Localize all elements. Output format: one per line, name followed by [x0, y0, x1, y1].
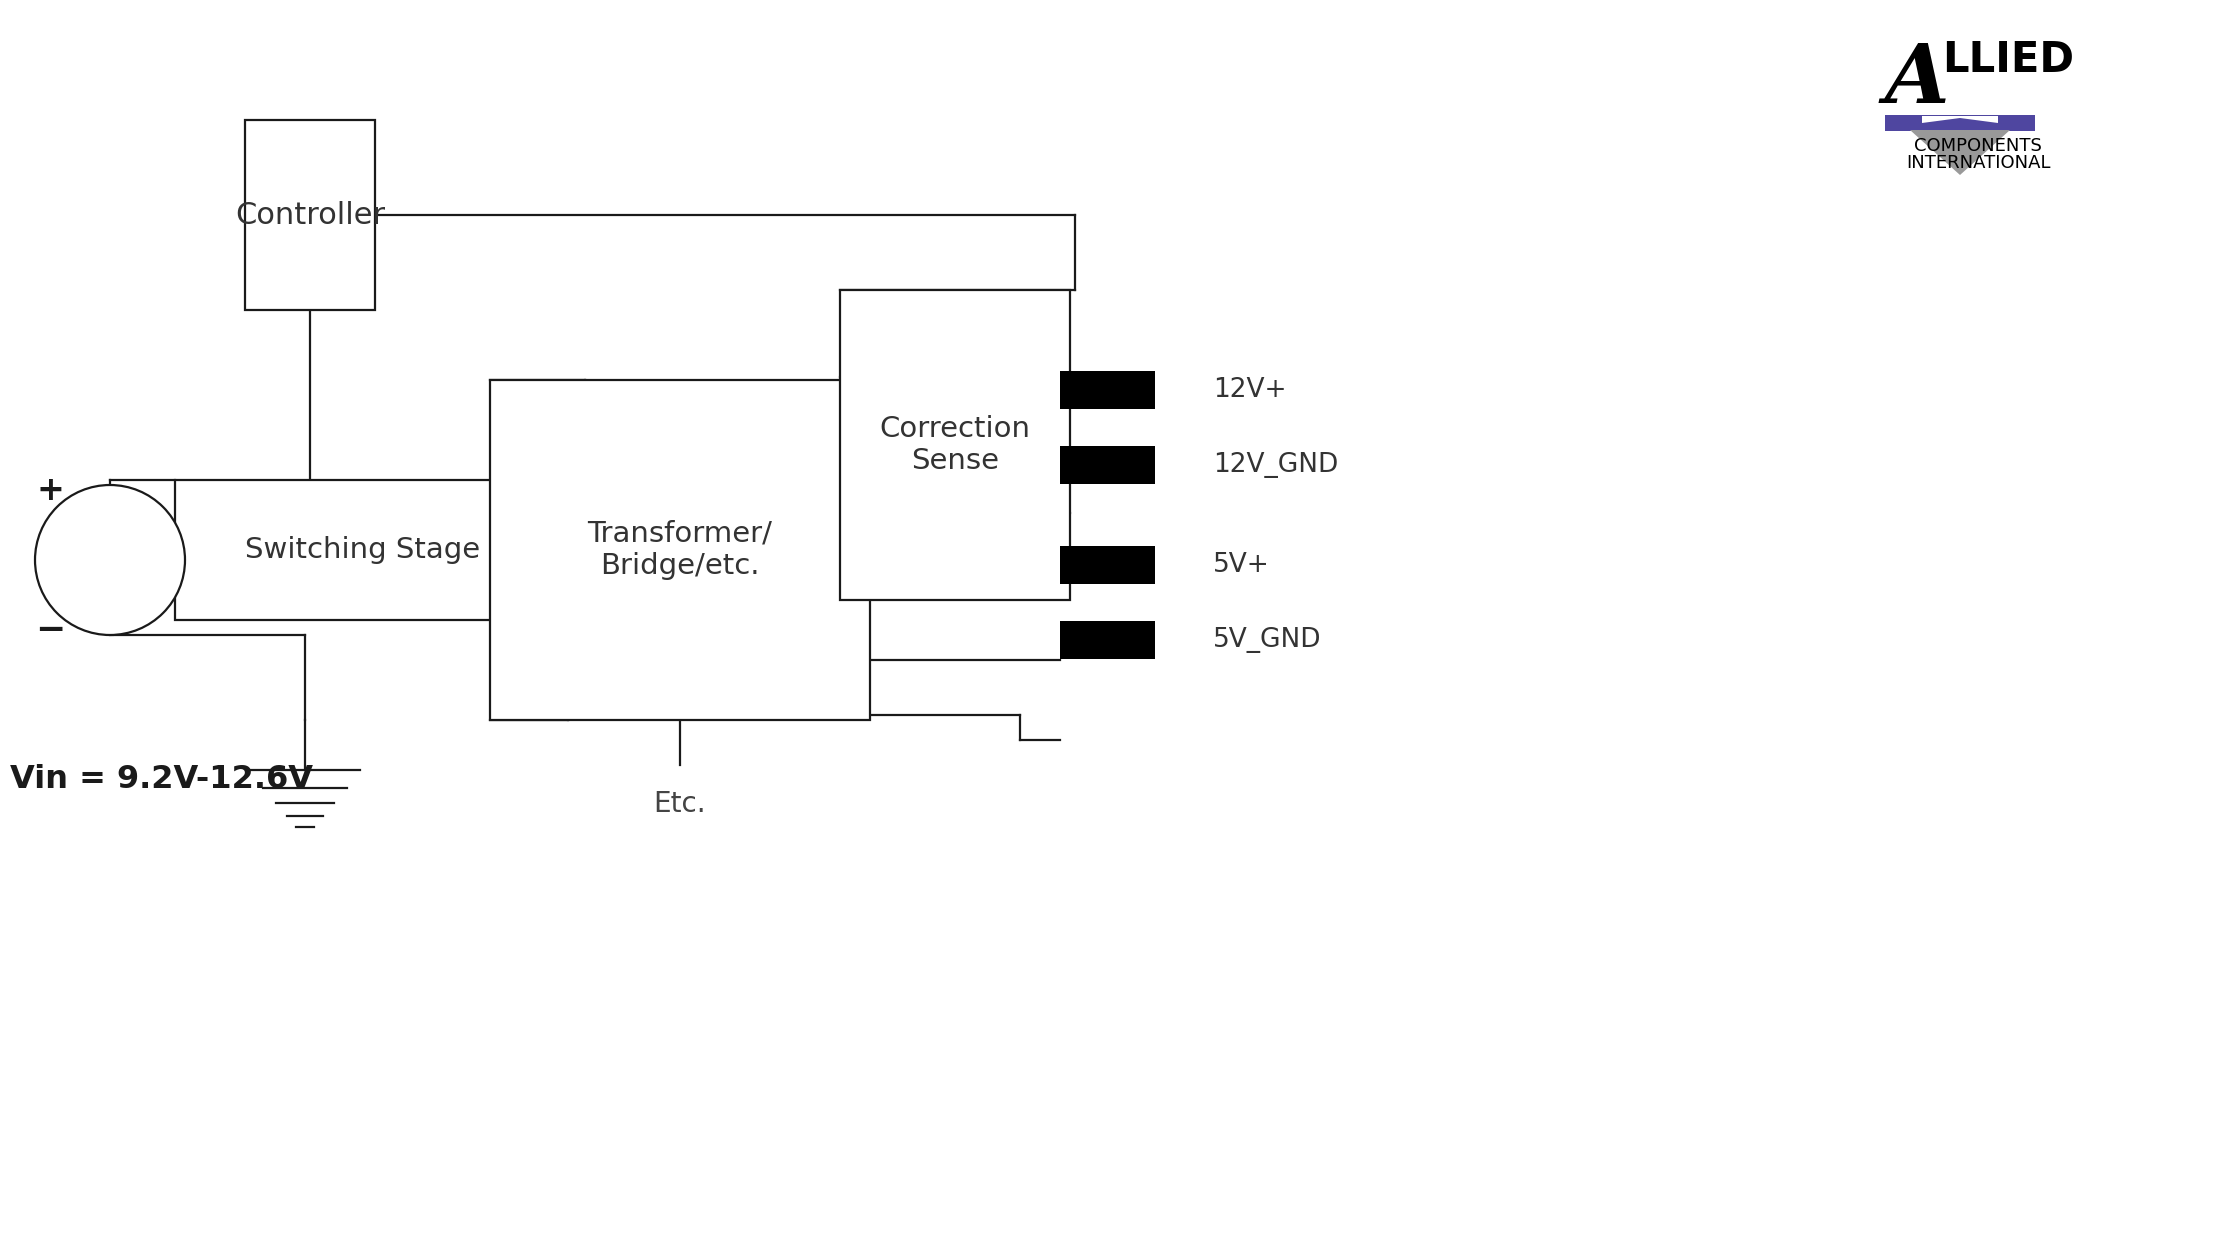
Bar: [840, 290, 1071, 600]
Text: Controller: Controller: [235, 200, 385, 229]
Text: 5V+: 5V+: [1214, 552, 1270, 578]
Bar: [1060, 370, 1156, 410]
Bar: [175, 480, 551, 620]
Text: INTERNATIONAL: INTERNATIONAL: [1906, 154, 2050, 173]
Text: +: +: [36, 474, 65, 507]
Text: Transformer/
Bridge/etc.: Transformer/ Bridge/etc.: [587, 520, 773, 580]
Text: LLIED: LLIED: [1942, 39, 2074, 81]
Circle shape: [36, 485, 186, 635]
Bar: [1060, 446, 1156, 484]
Bar: [244, 120, 374, 310]
Text: Switching Stage: Switching Stage: [244, 536, 479, 564]
Text: 12V+: 12V+: [1214, 377, 1286, 403]
Text: A: A: [1886, 40, 1949, 120]
Bar: [1060, 621, 1156, 659]
Text: Vin = 9.2V-12.6V: Vin = 9.2V-12.6V: [9, 765, 314, 795]
Text: 12V_GND: 12V_GND: [1214, 452, 1337, 478]
Polygon shape: [1922, 116, 1998, 123]
Text: −: −: [36, 614, 65, 646]
Bar: [1060, 546, 1156, 583]
Text: Correction
Sense: Correction Sense: [880, 415, 1030, 475]
Bar: [1886, 115, 2034, 131]
Bar: [491, 381, 869, 719]
Text: Etc.: Etc.: [654, 790, 706, 818]
Polygon shape: [1911, 130, 2009, 175]
Text: 5V_GND: 5V_GND: [1214, 627, 1322, 653]
Text: COMPONENTS: COMPONENTS: [1913, 137, 2043, 155]
